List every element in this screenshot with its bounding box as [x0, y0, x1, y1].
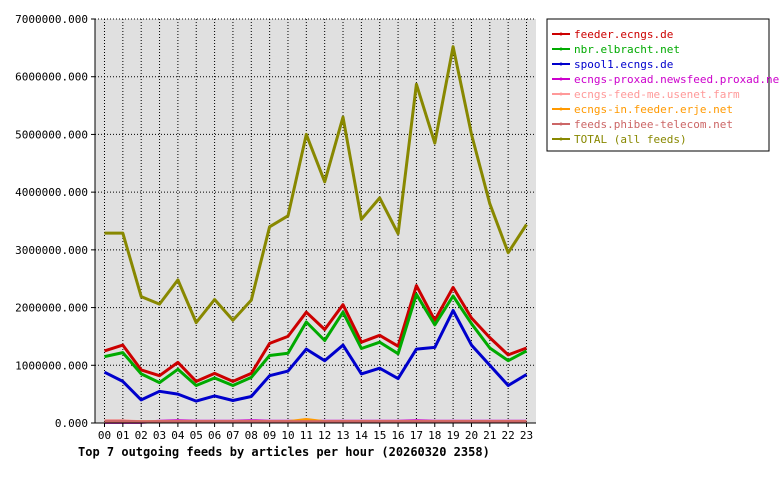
x-tick-label: 04 — [171, 429, 185, 442]
x-tick-label: 17 — [410, 429, 423, 442]
x-tick-label: 05 — [190, 429, 203, 442]
chart-title: Top 7 outgoing feeds by articles per hou… — [78, 445, 490, 459]
legend-label: feeds.phibee-telecom.net — [574, 118, 733, 131]
x-tick-label: 08 — [245, 429, 258, 442]
legend-box — [546, 18, 770, 152]
y-tick-label: 2000000.000 — [15, 302, 88, 315]
x-tick-label: 19 — [446, 429, 459, 442]
x-tick-label: 09 — [263, 429, 276, 442]
x-tick-label: 22 — [502, 429, 515, 442]
series-line — [104, 292, 528, 387]
series-lines — [103, 45, 528, 424]
plot-area — [95, 19, 536, 423]
legend-marker — [559, 62, 563, 66]
x-tick-label: 10 — [281, 429, 294, 442]
series-line — [103, 309, 528, 403]
x-tick-label: 07 — [226, 429, 239, 442]
y-tick-label: 6000000.000 — [15, 71, 88, 84]
x-tick-label: 03 — [153, 429, 166, 442]
legend-marker — [559, 47, 563, 51]
x-tick-label: 18 — [428, 429, 441, 442]
x-tick-label: 02 — [135, 429, 148, 442]
legend-marker — [559, 77, 563, 81]
legend-label: ecngs-proxad.newsfeed.proxad.net — [574, 73, 780, 86]
y-tick-label: 7000000.000 — [15, 13, 88, 26]
x-ticks: 00 01 02 03 04 05 06 07 08 09 10 11 12 13 14 15 16 17 18 19… — [98, 423, 533, 442]
legend-marker — [559, 92, 563, 96]
legend-marker — [559, 122, 563, 126]
legend-label: spool1.ecngs.de — [574, 58, 673, 71]
series-line — [104, 419, 527, 424]
series-line — [104, 284, 528, 383]
legend-label: TOTAL (all feeds) — [574, 133, 687, 146]
x-tick-label: 06 — [208, 429, 221, 442]
legend-label: nbr.elbracht.net — [574, 43, 680, 56]
y-tick-label: 1000000.000 — [15, 359, 88, 372]
legend-marker — [559, 32, 563, 36]
x-tick-label: 20 — [465, 429, 478, 442]
x-tick-label: 15 — [373, 429, 386, 442]
x-tick-label: 23 — [520, 429, 533, 442]
x-tick-label: 00 — [98, 429, 111, 442]
y-tick-label: 0.000 — [55, 417, 88, 430]
x-tick-label: 14 — [355, 429, 369, 442]
legend-label: ecngs-in.feeder.erje.net — [574, 103, 733, 116]
legend-marker — [559, 137, 563, 141]
y-ticks: 0.000 1000000.000 2000000.000 3000000.000 40… — [15, 13, 95, 430]
legend-marker — [559, 107, 563, 111]
legend: feeder.ecngs.de nbr.elbracht.net spool1.ec… — [546, 18, 780, 152]
grid — [95, 18, 536, 424]
x-tick-label: 11 — [300, 429, 313, 442]
x-tick-label: 13 — [336, 429, 349, 442]
axes — [94, 19, 536, 424]
x-tick-label: 21 — [483, 429, 496, 442]
x-tick-label: 01 — [116, 429, 129, 442]
y-tick-label: 5000000.000 — [15, 128, 88, 141]
legend-label: ecngs-feed-me.usenet.farm — [574, 88, 740, 101]
y-tick-label: 3000000.000 — [15, 244, 88, 257]
x-tick-label: 16 — [391, 429, 404, 442]
y-tick-label: 4000000.000 — [15, 186, 88, 199]
legend-label: feeder.ecngs.de — [574, 28, 673, 41]
series-line — [104, 45, 528, 325]
x-tick-label: 12 — [318, 429, 331, 442]
